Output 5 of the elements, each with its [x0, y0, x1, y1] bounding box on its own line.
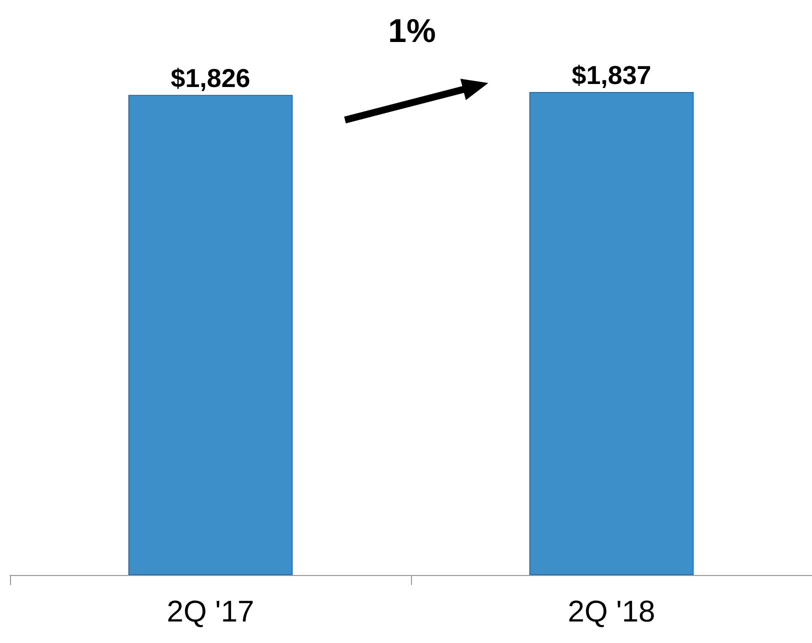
- data-label: $1,837: [572, 60, 652, 90]
- x-tick-label: 2Q '17: [166, 596, 254, 628]
- text: 1%: [387, 12, 437, 50]
- x-tick-label: 2Q '18: [568, 596, 656, 628]
- data-label: $1,826: [170, 62, 250, 93]
